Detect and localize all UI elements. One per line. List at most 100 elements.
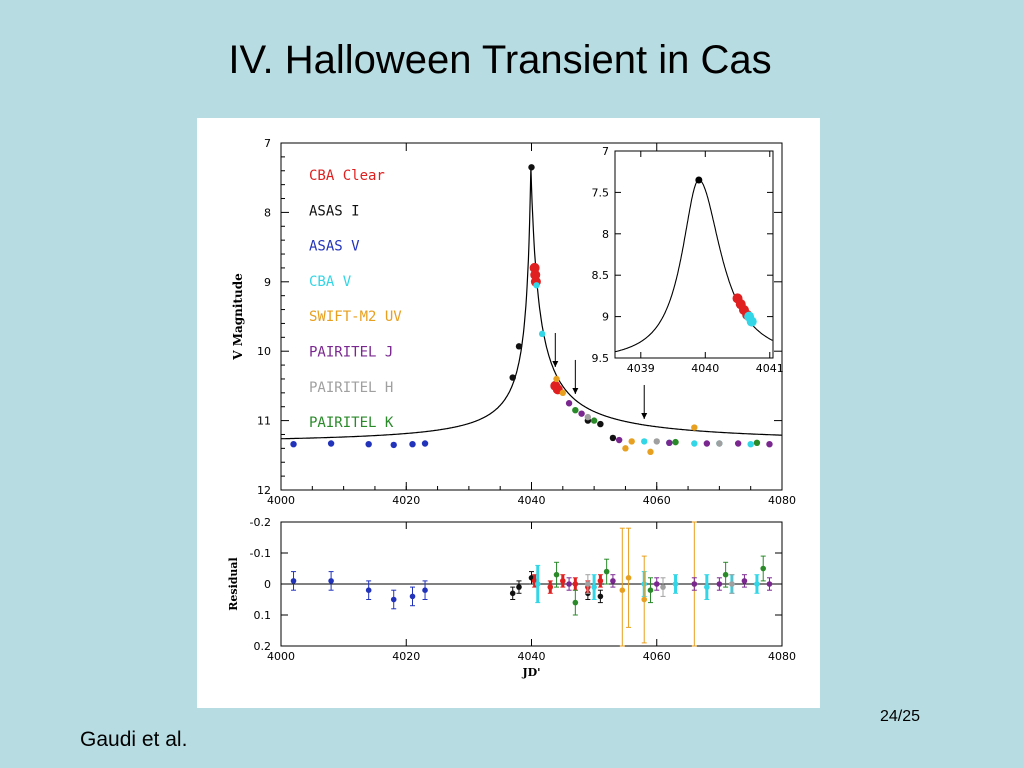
inset-frame xyxy=(614,150,774,359)
residual-point xyxy=(603,568,610,575)
main-arrow-head xyxy=(552,360,559,367)
main-point xyxy=(409,440,416,448)
main-y-tick-label: 11 xyxy=(257,415,271,428)
legend-entry: SWIFT-M2 UV xyxy=(309,309,402,325)
inset-y-tick-label: 7 xyxy=(602,145,609,158)
residual-point xyxy=(328,578,334,584)
legend-entry: ASAS I xyxy=(309,203,360,219)
inset-y-tick-label: 8 xyxy=(602,228,609,241)
residual-point xyxy=(597,578,604,584)
residual-point xyxy=(610,578,616,584)
residual-point xyxy=(660,584,666,590)
main-point xyxy=(509,374,516,381)
legend-entry: CBA Clear xyxy=(309,168,385,184)
residual-point xyxy=(566,581,572,587)
main-point xyxy=(753,439,761,447)
main-arrow-head xyxy=(572,387,579,394)
residual-point xyxy=(547,584,554,590)
residual-point xyxy=(572,581,579,587)
main-point xyxy=(622,445,629,452)
main-y-tick-label: 7 xyxy=(264,137,271,150)
main-point xyxy=(691,440,698,447)
residual-y-tick-label: -0.2 xyxy=(250,516,271,529)
main-point xyxy=(365,440,372,448)
residual-point xyxy=(597,593,604,600)
residual-x-tick-label: 4060 xyxy=(643,650,671,663)
residual-point xyxy=(560,578,566,584)
residual-y-tick-label: 0.2 xyxy=(254,640,272,653)
main-point xyxy=(421,440,429,447)
inset-x-tick-label: 4040 xyxy=(691,362,719,375)
inset-point xyxy=(746,316,757,327)
main-y-tick-label: 8 xyxy=(264,206,271,219)
main-point xyxy=(653,438,660,445)
residual-point xyxy=(509,590,516,597)
inset-peak-point xyxy=(695,176,703,184)
residual-point xyxy=(704,584,710,590)
main-point xyxy=(528,164,535,171)
main-point xyxy=(691,424,698,431)
residual-point xyxy=(619,587,626,593)
residual-x-axis-label: JD' xyxy=(521,666,540,679)
inset-y-tick-label: 9 xyxy=(602,311,609,324)
main-point xyxy=(615,436,623,444)
main-point xyxy=(628,438,635,445)
main-arrow-head xyxy=(641,412,648,419)
main-point xyxy=(590,417,598,424)
residual-y-tick-label: 0.1 xyxy=(254,609,272,622)
residual-y-tick-label: 0 xyxy=(264,578,271,591)
residual-point xyxy=(722,571,729,578)
main-point xyxy=(559,389,567,397)
legend-entry: ASAS V xyxy=(309,239,360,255)
slide-title: IV. Halloween Transient in Cas xyxy=(228,38,772,82)
main-point xyxy=(533,282,540,289)
main-point xyxy=(390,441,397,449)
main-point xyxy=(766,440,773,448)
main-point xyxy=(553,375,560,383)
main-point xyxy=(290,440,297,448)
main-point xyxy=(584,413,592,421)
main-point xyxy=(515,343,523,350)
residual-point xyxy=(409,593,416,600)
main-x-tick-label: 4040 xyxy=(518,494,546,507)
residual-point xyxy=(585,581,591,587)
residual-point xyxy=(716,581,723,587)
legend-entry: CBA V xyxy=(309,274,352,290)
main-point xyxy=(327,440,335,447)
residual-point xyxy=(766,581,773,587)
residual-point xyxy=(365,587,372,593)
residual-x-tick-label: 4040 xyxy=(518,650,546,663)
main-y-tick-label: 10 xyxy=(257,345,271,358)
main-model-curve xyxy=(280,167,782,440)
residual-point xyxy=(741,578,748,584)
main-x-tick-label: 4000 xyxy=(267,494,295,507)
residual-point xyxy=(653,581,660,587)
residual-point xyxy=(625,575,632,581)
residual-point xyxy=(290,578,297,584)
legend-entry: PAIRITEL K xyxy=(309,415,394,431)
main-point xyxy=(609,434,617,442)
residual-point xyxy=(760,565,767,572)
inset-x-tick-label: 4041 xyxy=(756,362,784,375)
main-y-tick-label: 9 xyxy=(264,276,271,289)
main-point xyxy=(578,410,585,417)
main-y-axis-label: V Magnitude xyxy=(231,273,245,361)
residual-point xyxy=(672,581,679,587)
main-y-tick-label: 12 xyxy=(257,484,271,497)
residual-point xyxy=(553,571,560,578)
main-point xyxy=(572,406,579,414)
residual-point xyxy=(591,584,597,590)
inset-x-tick-label: 4039 xyxy=(627,362,655,375)
main-point xyxy=(734,440,742,447)
residual-point xyxy=(754,581,760,587)
inset-y-tick-label: 9.5 xyxy=(592,352,610,365)
main-x-tick-label: 4020 xyxy=(392,494,420,507)
residual-point xyxy=(691,581,698,587)
legend-entry: PAIRITEL J xyxy=(309,345,393,361)
main-x-tick-label: 4080 xyxy=(768,494,796,507)
residual-x-tick-label: 4080 xyxy=(768,650,796,663)
main-point xyxy=(597,420,604,428)
credit: Gaudi et al. xyxy=(80,728,188,751)
residual-point xyxy=(516,584,522,590)
